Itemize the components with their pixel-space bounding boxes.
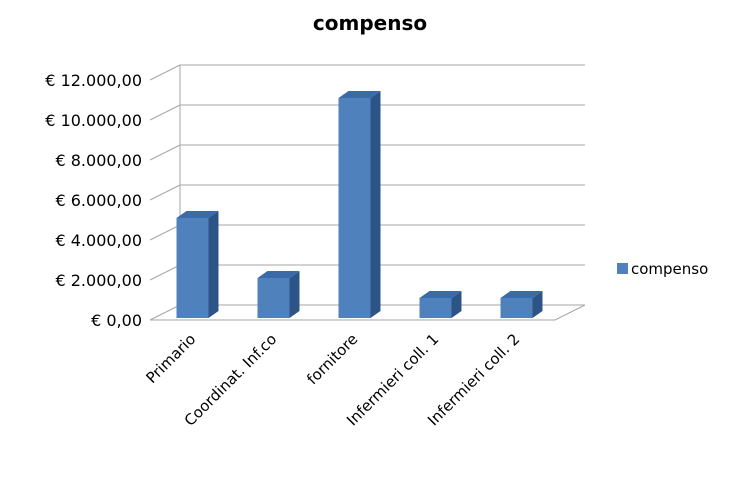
bar-top xyxy=(338,91,381,98)
bar xyxy=(338,91,381,318)
gridline-depth xyxy=(149,224,181,241)
bar-side xyxy=(451,291,462,318)
bar-front xyxy=(500,298,533,318)
bars xyxy=(176,91,543,318)
gridlines xyxy=(149,64,586,321)
y-tick-label: € 10.000,00 xyxy=(45,111,142,130)
gridline-depth xyxy=(149,304,181,321)
bar-top xyxy=(419,291,462,298)
bar-front xyxy=(176,218,209,318)
gridline-depth xyxy=(149,144,181,161)
bar-side xyxy=(208,211,219,318)
bar-top xyxy=(257,271,300,278)
gridline-depth xyxy=(149,104,181,121)
chart-title: compenso xyxy=(313,11,427,35)
bar xyxy=(176,211,219,318)
y-tick-label: € 4.000,00 xyxy=(55,231,142,250)
gridline-depth xyxy=(149,264,181,281)
bar-top xyxy=(176,211,219,218)
y-tick-label: € 8.000,00 xyxy=(55,151,142,170)
bar xyxy=(419,291,462,318)
x-tick-label: fornitore xyxy=(303,330,361,388)
y-axis-ticks: € 0,00 € 2.000,00 € 4.000,00 € 6.000,00 € 8.… xyxy=(45,71,142,330)
bar-front xyxy=(338,98,371,318)
bar-side xyxy=(532,291,543,318)
legend-label: compenso xyxy=(631,260,708,278)
legend-swatch xyxy=(617,263,628,274)
bar-side xyxy=(370,91,381,318)
y-tick-label: € 12.000,00 xyxy=(45,71,142,90)
legend: compenso xyxy=(617,260,708,278)
y-tick-label: € 2.000,00 xyxy=(55,271,142,290)
bar xyxy=(500,291,543,318)
bar-front xyxy=(257,278,290,318)
bar-side xyxy=(289,271,300,318)
floor-edge-side xyxy=(554,304,586,321)
gridline-depth xyxy=(149,184,181,201)
bar-top xyxy=(500,291,543,298)
y-tick-label: € 6.000,00 xyxy=(55,191,142,210)
x-tick-label: Primario xyxy=(142,330,199,387)
gridline-depth xyxy=(149,64,181,81)
bar-front xyxy=(419,298,452,318)
y-tick-label: € 0,00 xyxy=(91,311,142,330)
bar xyxy=(257,271,300,318)
